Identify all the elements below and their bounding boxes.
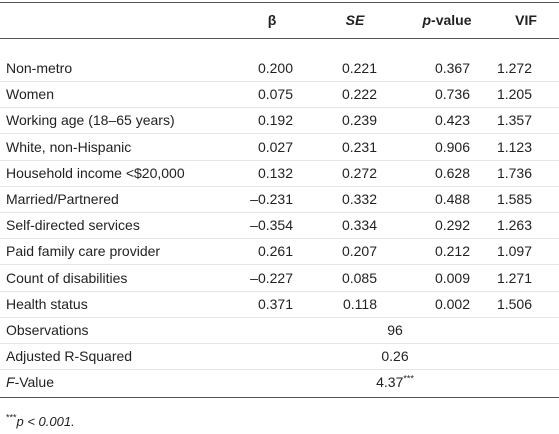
table-cell: 1.506 (496, 295, 532, 312)
table-cell: 0.075 (257, 86, 293, 103)
table-cell: 0.002 (434, 295, 470, 312)
table-cell: 0.488 (434, 191, 470, 207)
summary-value: 4.37*** (295, 372, 495, 392)
table-rule (0, 396, 559, 398)
table-cell: 1.271 (496, 269, 532, 286)
table-cell: 0.192 (257, 112, 293, 129)
text-part: SE (345, 12, 365, 28)
row-label: Paid family care provider (6, 243, 161, 260)
table-cell: 0.221 (341, 60, 377, 76)
column-header: p-value (407, 10, 487, 30)
column-header: β (232, 10, 312, 30)
row-separator (0, 133, 559, 135)
table-cell: 0.332 (341, 191, 377, 207)
table-cell: 0.261 (257, 243, 293, 260)
table-cell: 1.357 (496, 112, 532, 129)
table-cell: –0.227 (250, 269, 293, 286)
row-separator (0, 343, 559, 344)
row-label: Health status (6, 295, 88, 312)
text-part: *** (403, 373, 414, 384)
row-label: Adjusted R-Squared (6, 346, 132, 366)
table-cell: 1.585 (496, 191, 532, 207)
table-cell: 0.207 (341, 243, 377, 260)
row-label: Self-directed services (6, 217, 140, 234)
row-label: Married/Partnered (6, 191, 119, 207)
table-cell: 0.212 (434, 243, 470, 260)
row-separator (0, 238, 559, 240)
row-label: Observations (6, 320, 88, 340)
text-part: 4.37 (376, 374, 404, 391)
table-cell: 0.009 (434, 269, 470, 286)
column-header: SE (315, 10, 395, 30)
summary-value: 96 (295, 320, 495, 340)
row-separator (0, 212, 559, 213)
table-cell: 1.097 (496, 243, 532, 260)
text-part: F (6, 374, 15, 391)
text-part: β (267, 12, 277, 28)
row-label: Count of disabilities (6, 269, 128, 286)
table-cell: 0.132 (257, 164, 293, 181)
table-cell: –0.354 (250, 217, 293, 234)
row-separator (0, 81, 559, 82)
text-part: VIF (515, 12, 537, 28)
row-separator (0, 107, 559, 109)
table-cell: 0.118 (343, 295, 377, 312)
row-label: Household income <$20,000 (6, 164, 185, 181)
table-cell: 0.239 (341, 112, 377, 129)
table-cell: 0.200 (257, 60, 293, 76)
text-part: p < 0.001. (16, 414, 75, 429)
table-cell: –0.231 (250, 191, 293, 207)
row-label: Women (6, 86, 54, 103)
table-cell: 0.367 (434, 60, 470, 76)
footnote: ***p < 0.001. (6, 412, 75, 432)
table-cell: 0.222 (341, 86, 377, 103)
table-cell: 0.272 (341, 164, 377, 181)
row-separator (0, 316, 559, 318)
text-part: -Value (14, 374, 54, 391)
table-cell: 0.231 (341, 138, 377, 155)
summary-value: 0.26 (295, 346, 495, 366)
row-label: F-Value (6, 372, 54, 392)
row-label: White, non-Hispanic (6, 138, 132, 155)
text-part: 0.26 (381, 348, 409, 365)
table-rule (0, 2, 559, 3)
table-cell: 0.736 (434, 86, 470, 103)
table-cell: 0.027 (257, 138, 293, 155)
text-part: Observations (6, 322, 89, 338)
text-part: 96 (387, 322, 403, 338)
table-cell: 1.736 (496, 164, 532, 181)
text-part: *** (6, 412, 17, 423)
table-cell: 1.272 (496, 60, 532, 76)
row-label: Non-metro (6, 60, 73, 76)
table-rule (0, 38, 559, 39)
row-separator (0, 290, 559, 292)
row-separator (0, 159, 559, 161)
table-cell: 0.334 (341, 217, 377, 234)
table-cell: 0.292 (434, 217, 470, 234)
table-cell: 0.085 (341, 269, 377, 286)
row-separator (0, 264, 559, 266)
text-part: p (422, 12, 432, 28)
table-cell: 0.371 (257, 295, 293, 312)
table-cell: 0.906 (434, 138, 470, 155)
table-cell: 0.628 (434, 164, 470, 181)
text-part: -value (431, 12, 472, 28)
text-part: Adjusted R-Squared (6, 348, 133, 365)
row-separator (0, 185, 559, 187)
table-cell: 0.423 (434, 112, 470, 129)
table-cell: 1.123 (496, 138, 532, 155)
row-separator (0, 369, 559, 371)
column-header: VIF (486, 10, 559, 30)
table-cell: 1.205 (496, 86, 532, 103)
row-label: Working age (18–65 years) (6, 112, 175, 129)
table-cell: 1.263 (496, 217, 532, 234)
